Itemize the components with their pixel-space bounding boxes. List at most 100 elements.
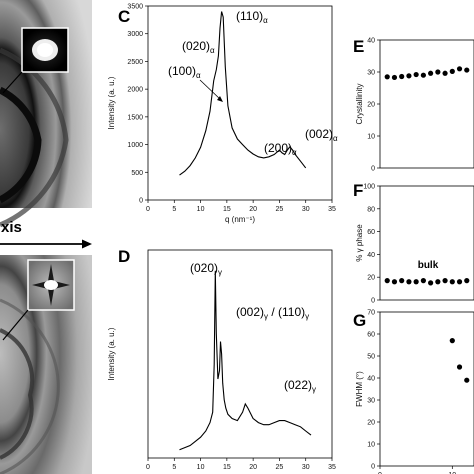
plot-frame <box>147 249 333 459</box>
panel-letter-f: F <box>353 181 363 200</box>
data-point <box>464 377 470 383</box>
data-point <box>442 70 448 76</box>
peak-annotation: (200)α <box>264 141 297 157</box>
data-point <box>449 279 455 285</box>
data-point <box>464 67 470 73</box>
peak-annotation: (002)α <box>305 127 338 143</box>
data-point <box>391 279 398 285</box>
x-tick-label: 30 <box>302 206 310 213</box>
data-point <box>456 66 463 72</box>
y-tick-label: 0 <box>371 298 375 305</box>
y-tick-label: 20 <box>367 275 375 282</box>
y-tick-label: 3500 <box>127 4 143 11</box>
diffraction-inset-bottom <box>2 259 75 341</box>
y-tick-label: 20 <box>367 102 375 109</box>
chart-panel-c: C 0 500 1000 1500 2000 2500 3000 3500 0 5 10 15 20 25 3… <box>107 4 338 225</box>
x-tick-label: 10 <box>448 472 456 474</box>
annotation-arrowhead <box>217 96 223 102</box>
data-point <box>435 279 441 285</box>
peak-annotation: (020)γ <box>190 261 222 277</box>
y-tick-label: 2500 <box>127 59 143 66</box>
y-tick-label: 40 <box>367 38 375 45</box>
x-tick-label: 30 <box>302 464 310 471</box>
series-line <box>179 11 307 176</box>
x-tick-label: 15 <box>223 464 231 471</box>
chart-panel-e: E 0 10 20 30 40 Crystallinity <box>353 37 474 173</box>
data-point <box>413 279 419 285</box>
annotation-arrow <box>199 79 222 101</box>
data-point <box>406 73 412 79</box>
x-tick-label: 5 <box>172 206 176 213</box>
peak-annotation: (002)γ / (110)γ <box>236 305 309 321</box>
y-tick-label: 0 <box>371 464 375 471</box>
data-point <box>449 338 455 344</box>
y-tick-label: 60 <box>367 229 375 236</box>
x-tick-label: 25 <box>276 464 284 471</box>
plot-frame <box>379 311 474 467</box>
chart-panel-d: D05101520253035q (nm⁻¹)Intensity (a. u.)… <box>107 247 336 474</box>
plot-frame <box>379 39 474 169</box>
data-point <box>456 279 463 285</box>
data-point <box>420 72 426 78</box>
data-point <box>449 68 455 74</box>
data-point <box>406 279 412 285</box>
chart-panel-g: G 0 10 20 30 40 50 60 70 0 10 FWHM (°) <box>353 310 474 474</box>
peak-annotation: (110)α <box>236 9 268 25</box>
data-point <box>428 70 434 76</box>
data-point <box>399 278 405 284</box>
y-tick-label: 500 <box>131 170 143 177</box>
data-point <box>384 74 390 80</box>
x-tick-label: 10 <box>197 464 205 471</box>
y-tick-label: 30 <box>367 70 375 77</box>
data-point <box>442 278 448 284</box>
y-tick-label: 70 <box>367 310 375 317</box>
y-tick-label: 20 <box>367 420 375 427</box>
x-tick-label: 20 <box>249 464 257 471</box>
data-point <box>384 278 390 284</box>
y-axis-label: Intensity (a. u.) <box>107 76 116 129</box>
panel-letter-d: D <box>118 247 130 266</box>
diffraction-inset-top <box>2 27 69 94</box>
y-tick-label: 100 <box>363 184 375 191</box>
y-tick-label: 2000 <box>127 87 143 94</box>
peak-annotation: (100)α <box>168 64 201 80</box>
plot-frame <box>379 185 474 301</box>
y-tick-label: 80 <box>367 206 375 213</box>
data-point <box>435 69 441 75</box>
data-point <box>413 71 419 78</box>
y-tick-label: 1500 <box>127 114 143 121</box>
diffraction-image-bottom <box>0 255 92 474</box>
y-tick-label: 40 <box>367 376 375 383</box>
data-point <box>456 364 463 370</box>
chart-panel-f: F 0 20 40 60 80 100 % γ phase bulk <box>353 181 474 305</box>
series-line <box>179 270 312 451</box>
panel-letter-e: E <box>353 37 364 56</box>
x-tick-label: 35 <box>328 206 336 213</box>
axis-fragment-label: xis <box>1 219 22 236</box>
x-tick-label: 0 <box>146 464 150 471</box>
data-point <box>420 278 426 284</box>
x-tick-label: 0 <box>146 206 150 213</box>
y-axis-label: FWHM (°) <box>355 371 364 407</box>
y-tick-label: 50 <box>367 354 375 361</box>
diffraction-image-top <box>0 0 92 228</box>
y-tick-label: 30 <box>367 398 375 405</box>
y-tick-label: 10 <box>367 442 375 449</box>
plot-frame <box>147 5 333 201</box>
x-tick-label: 0 <box>378 472 382 474</box>
x-tick-label: 25 <box>276 206 284 213</box>
y-tick-label: 10 <box>367 134 375 141</box>
bulk-label: bulk <box>418 260 439 271</box>
data-point <box>399 73 405 80</box>
axis-arrow <box>0 239 92 249</box>
y-tick-label: 40 <box>367 252 375 259</box>
y-tick-label: 0 <box>139 198 143 205</box>
y-tick-label: 60 <box>367 332 375 339</box>
x-tick-label: 35 <box>328 464 336 471</box>
y-axis-label: Intensity (a. u.) <box>107 327 116 380</box>
data-point <box>464 278 470 284</box>
y-axis-label: % γ phase <box>355 224 364 262</box>
x-tick-label: 15 <box>223 206 231 213</box>
x-tick-label: 20 <box>249 206 257 213</box>
